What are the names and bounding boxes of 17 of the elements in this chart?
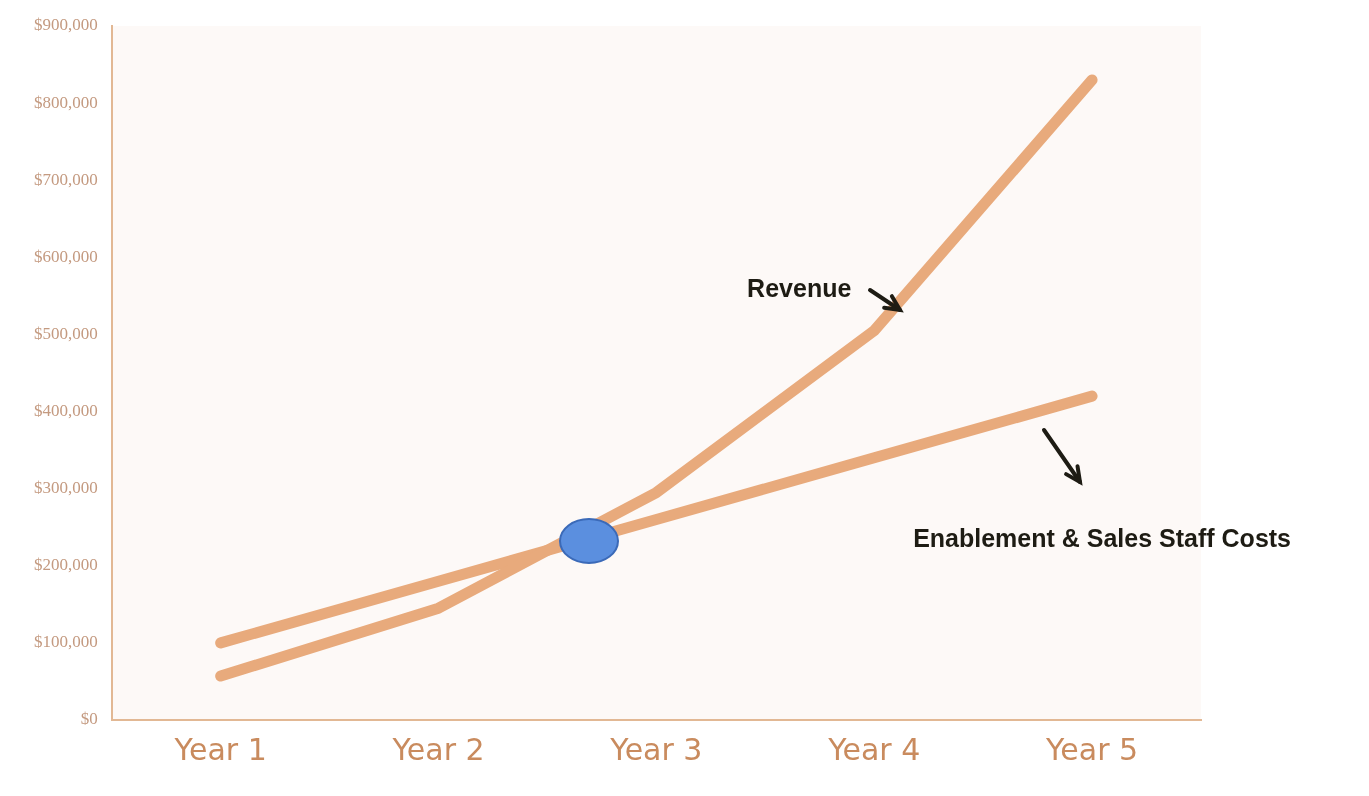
x-tick-label: Year 4: [827, 731, 921, 767]
text: Enablement & Sales Staff Costs: [913, 524, 1292, 553]
x-tick-label: Year 2: [391, 731, 485, 767]
y-tick-label: $400,000: [34, 401, 98, 421]
x-tick-label: Year 1: [173, 731, 267, 767]
y-tick-label: $600,000: [34, 246, 98, 266]
y-tick-label: $800,000: [34, 92, 98, 112]
y-tick-label: $700,000: [34, 169, 98, 189]
x-tick-label: Year 3: [609, 731, 703, 767]
y-tick-label: $100,000: [34, 632, 98, 652]
y-tick-label: $200,000: [34, 555, 98, 575]
series-label: Revenue: [747, 274, 852, 303]
y-tick-label: $300,000: [34, 478, 98, 498]
x-tick-label: Year 5: [1045, 731, 1139, 767]
y-tick-label: $900,000: [34, 15, 98, 35]
y-tick-label: $500,000: [34, 323, 98, 343]
y-tick-label: $0: [80, 709, 98, 729]
